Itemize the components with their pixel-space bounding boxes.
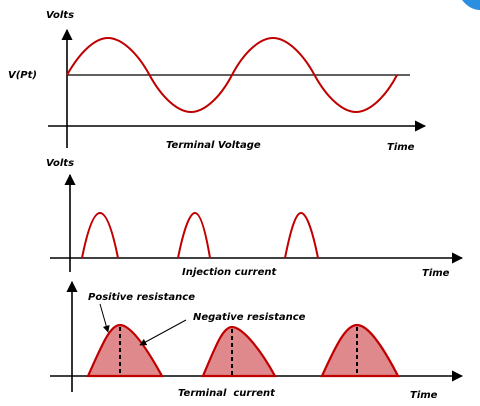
x-label: Time	[422, 268, 450, 279]
current-pulse	[86, 323, 164, 378]
corner-decoration	[462, 0, 480, 10]
caption: Injection current	[182, 267, 277, 278]
annotation-arrow	[99, 303, 110, 333]
reference-label: V(Pt)	[8, 70, 37, 81]
y-label: Volts	[46, 158, 74, 169]
x-label: Time	[410, 390, 438, 401]
pulse	[81, 211, 119, 259]
pulse	[284, 211, 319, 259]
current-pulse	[320, 323, 400, 378]
annotation: Negative resistance	[193, 312, 306, 323]
caption: Terminal Voltage	[166, 140, 261, 151]
annotation-arrow	[139, 319, 187, 346]
y-label: Volts	[46, 10, 74, 21]
current-pulse	[201, 325, 277, 378]
caption: Terminal current	[178, 388, 276, 399]
annotation: Positive resistance	[88, 292, 195, 303]
pulse	[177, 211, 211, 259]
sine-wave	[66, 36, 398, 114]
x-label: Time	[387, 142, 415, 153]
